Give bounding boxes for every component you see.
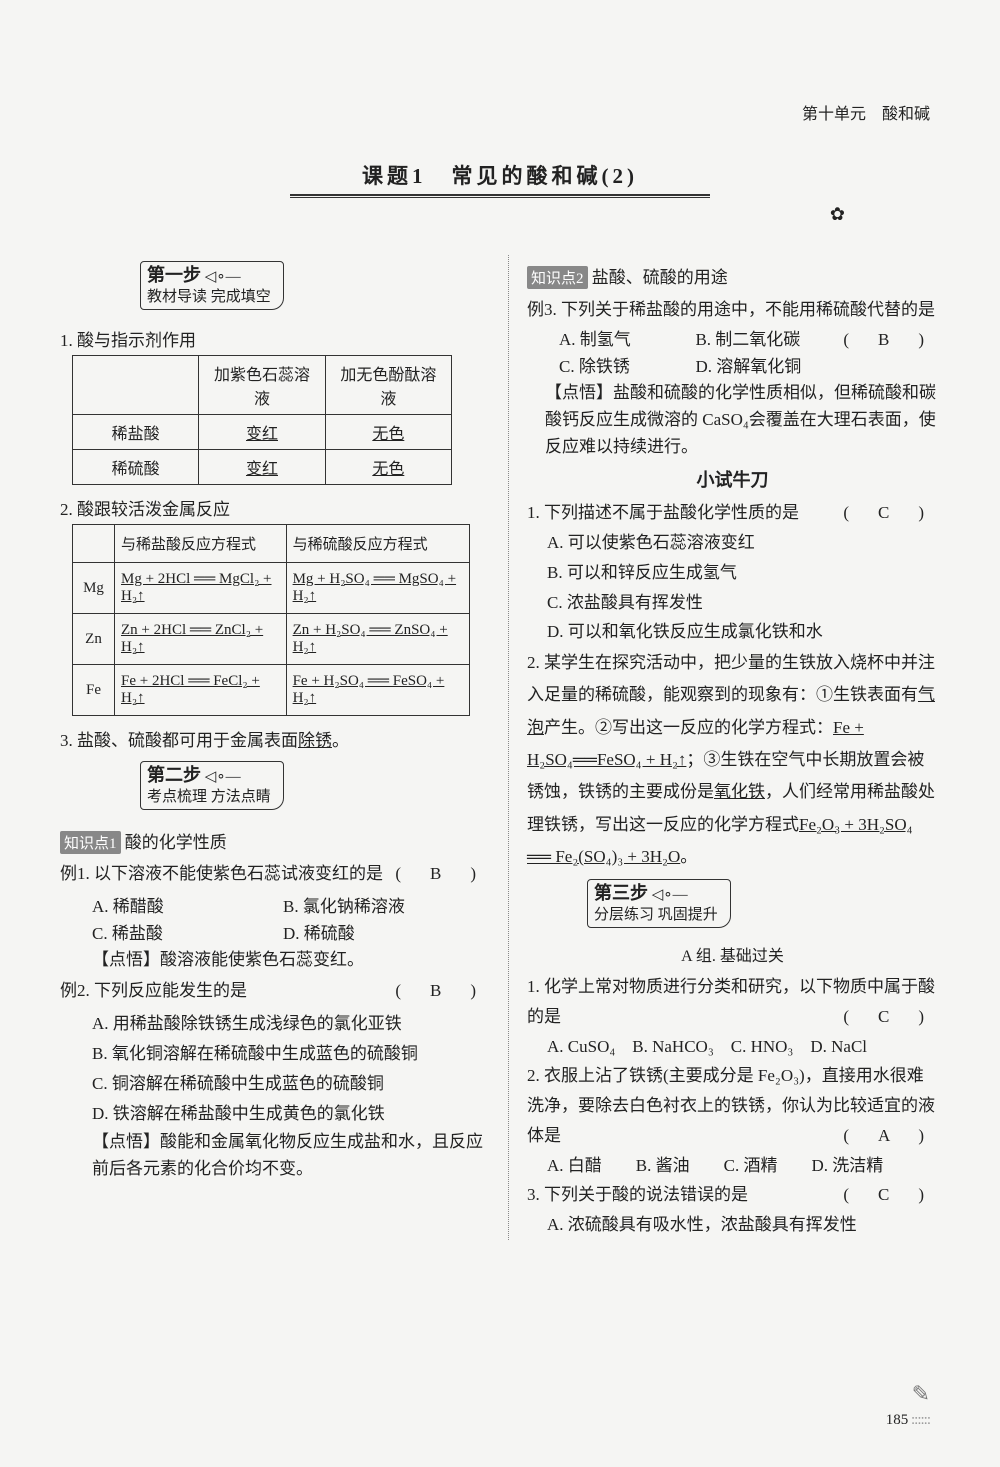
ex2-dianwu: 【点悟】酸能和金属氧化物反应生成盐和水，且反应前后各元素的化合价均不变。 bbox=[60, 1128, 490, 1182]
ex1-a: A. 稀醋酸 bbox=[92, 892, 283, 917]
t1-h2: 加无色酚酞溶液 bbox=[325, 356, 451, 415]
section3-line: 3. 盐酸、硫酸都可用于金属表面除锈。 bbox=[60, 726, 490, 751]
kp1-line: 知识点1 酸的化学性质 bbox=[60, 828, 490, 854]
t2-mg-b: Mg + H₂SO₄ ══ MgSO₄ + H₂↑ bbox=[286, 563, 469, 614]
indicator-table: 加紫色石蕊溶液 加无色酚酞溶液 稀盐酸 变红 无色 稀硫酸 变红 无色 bbox=[72, 355, 452, 485]
a1: 1. 化学上常对物质进行分类和研究，以下物质中属于酸的是 ( C ) bbox=[527, 972, 938, 1032]
ex1-dianwu: 【点悟】酸溶液能使紫色石蕊变红。 bbox=[60, 946, 490, 973]
corner-deco-icon: ✎ bbox=[912, 1381, 930, 1407]
t1-d: D. 可以和氧化铁反应生成氯化铁和水 bbox=[527, 617, 938, 647]
kp2-tag: 知识点2 bbox=[527, 266, 588, 289]
ex1-opts: A. 稀醋酸 B. 氯化钠稀溶液 C. 稀盐酸 D. 稀硫酸 bbox=[60, 892, 490, 946]
t2-h0 bbox=[73, 525, 115, 563]
ex2-c: C. 铜溶解在稀硫酸中生成蓝色的硫酸铜 bbox=[60, 1069, 490, 1099]
t2-fe: Fe bbox=[73, 665, 115, 716]
lesson-title: 课题1 常见的酸和碱(2) bbox=[60, 160, 940, 190]
ex3-a: A. 制氢气 bbox=[559, 325, 695, 350]
two-columns: 第一步 ◁∘— 教材导读 完成填空 1. 酸与指示剂作用 加紫色石蕊溶液 加无色… bbox=[60, 255, 940, 1240]
step1-box: 第一步 ◁∘— 教材导读 完成填空 bbox=[140, 261, 284, 310]
ex3-d: D. 溶解氧化铜 bbox=[695, 352, 831, 377]
t1-h0 bbox=[73, 356, 199, 415]
a2-opts: A. 白醋 B. 酱油 C. 酒精 D. 洗洁精 bbox=[527, 1151, 938, 1181]
group-a-title: A 组. 基础过关 bbox=[527, 942, 938, 966]
t2-zn: Zn bbox=[73, 614, 115, 665]
t1-b: B. 可以和锌反应生成氢气 bbox=[527, 558, 938, 588]
t1-r1c2: 无色 bbox=[325, 415, 451, 450]
t1-r1c1: 变红 bbox=[199, 415, 325, 450]
ex2-d: D. 铁溶解在稀盐酸中生成黄色的氯化铁 bbox=[60, 1099, 490, 1129]
step1-big: 第一步 bbox=[147, 265, 201, 285]
step3-big: 第三步 bbox=[594, 883, 648, 903]
left-column: 第一步 ◁∘— 教材导读 完成填空 1. 酸与指示剂作用 加紫色石蕊溶液 加无色… bbox=[60, 255, 490, 1240]
a3-a: A. 浓硫酸具有吸水性，浓盐酸具有挥发性 bbox=[527, 1210, 938, 1240]
title-ornament: ✿ bbox=[155, 204, 845, 225]
right-column: 知识点2 盐酸、硫酸的用途 例3. 下列关于稀盐酸的用途中，不能用稀硫酸代替的是… bbox=[508, 255, 938, 1240]
section1-title: 1. 酸与指示剂作用 bbox=[60, 326, 490, 351]
a3: 3. 下列关于酸的说法错误的是 ( C ) bbox=[527, 1180, 938, 1210]
ex1-d: D. 稀硫酸 bbox=[283, 919, 474, 944]
ex3-c: C. 除铁锈 bbox=[559, 352, 695, 377]
ex2-b: B. 氧化铜溶解在稀硫酸中生成蓝色的硫酸铜 bbox=[60, 1039, 490, 1069]
step2-big: 第二步 bbox=[147, 765, 201, 785]
small-test-title: 小试牛刀 bbox=[527, 466, 938, 492]
ex2-a: A. 用稀盐酸除铁锈生成浅绿色的氯化亚铁 bbox=[60, 1009, 490, 1039]
a2: 2. 衣服上沾了铁锈(主要成分是 Fe₂O₃)，直接用水很难洗净，要除去白色衬衣… bbox=[527, 1061, 938, 1150]
a1-opts: A. CuSO₄ B. NaHCO₃ C. HNO₃ D. NaCl bbox=[527, 1032, 938, 1062]
t1-r2c1: 变红 bbox=[199, 450, 325, 485]
kp1-tag: 知识点1 bbox=[60, 831, 121, 854]
kp1-title: 酸的化学性质 bbox=[125, 833, 227, 852]
t2-h1: 与稀盐酸反应方程式 bbox=[115, 525, 287, 563]
example2: 例2. 下列反应能发生的是 ( B ) bbox=[60, 977, 490, 1005]
ex1-c: C. 稀盐酸 bbox=[92, 919, 283, 944]
t1-c: C. 浓盐酸具有挥发性 bbox=[527, 588, 938, 618]
page-number: 185 bbox=[886, 1412, 930, 1429]
metal-reaction-table: 与稀盐酸反应方程式 与稀硫酸反应方程式 Mg Mg + 2HCl ══ MgCl… bbox=[72, 524, 470, 716]
t1: 1. 下列描述不属于盐酸化学性质的是 ( C ) bbox=[527, 498, 938, 528]
ex1-b: B. 氯化钠稀溶液 bbox=[283, 892, 474, 917]
t2-zn-a: Zn + 2HCl ══ ZnCl₂ + H₂↑ bbox=[115, 614, 287, 665]
t2-h2: 与稀硫酸反应方程式 bbox=[286, 525, 469, 563]
t2-zn-b: Zn + H₂SO₄ ══ ZnSO₄ + H₂↑ bbox=[286, 614, 469, 665]
example1: 例1. 以下溶液不能使紫色石蕊试液变红的是 ( B ) bbox=[60, 860, 490, 888]
section2-title: 2. 酸跟较活泼金属反应 bbox=[60, 495, 490, 520]
step3-box: 第三步 ◁∘— 分层练习 巩固提升 bbox=[587, 879, 731, 928]
ex3-opts: A. 制氢气 B. 制二氧化碳 C. 除铁锈 D. 溶解氧化铜 bbox=[527, 325, 843, 379]
kp2-line: 知识点2 盐酸、硫酸的用途 bbox=[527, 263, 938, 289]
t1-r2h: 稀硫酸 bbox=[73, 450, 199, 485]
t2-fe-a: Fe + 2HCl ══ FeCl₂ + H₂↑ bbox=[115, 665, 287, 716]
t1-r2c2: 无色 bbox=[325, 450, 451, 485]
step2-sub: 考点梳理 方法点睛 bbox=[147, 789, 271, 805]
title-underline bbox=[290, 194, 710, 198]
t1-r1h: 稀盐酸 bbox=[73, 415, 199, 450]
t2: 2. 某学生在探究活动中，把少量的生铁放入烧杯中并注入足量的稀硫酸，能观察到的现… bbox=[527, 647, 938, 873]
ex3-b: B. 制二氧化碳 bbox=[695, 325, 831, 350]
ex3-dianwu: 【点悟】盐酸和硫酸的化学性质相似，但稀硫酸和碳酸钙反应生成微溶的 CaSO₄会覆… bbox=[527, 379, 938, 461]
t2-mg-a: Mg + 2HCl ══ MgCl₂ + H₂↑ bbox=[115, 563, 287, 614]
t1-h1: 加紫色石蕊溶液 bbox=[199, 356, 325, 415]
step1-sub: 教材导读 完成填空 bbox=[147, 289, 271, 305]
t2-fe-b: Fe + H₂SO₄ ══ FeSO₄ + H₂↑ bbox=[286, 665, 469, 716]
kp2-title: 盐酸、硫酸的用途 bbox=[592, 268, 728, 287]
t1-a: A. 可以使紫色石蕊溶液变红 bbox=[527, 528, 938, 558]
step3-sub: 分层练习 巩固提升 bbox=[594, 907, 718, 923]
t2-mg: Mg bbox=[73, 563, 115, 614]
example3: 例3. 下列关于稀盐酸的用途中，不能用稀硫酸代替的是 ( B ) bbox=[527, 295, 938, 325]
step2-box: 第二步 ◁∘— 考点梳理 方法点睛 bbox=[140, 761, 284, 810]
unit-header: 第十单元 酸和碱 bbox=[802, 100, 930, 124]
